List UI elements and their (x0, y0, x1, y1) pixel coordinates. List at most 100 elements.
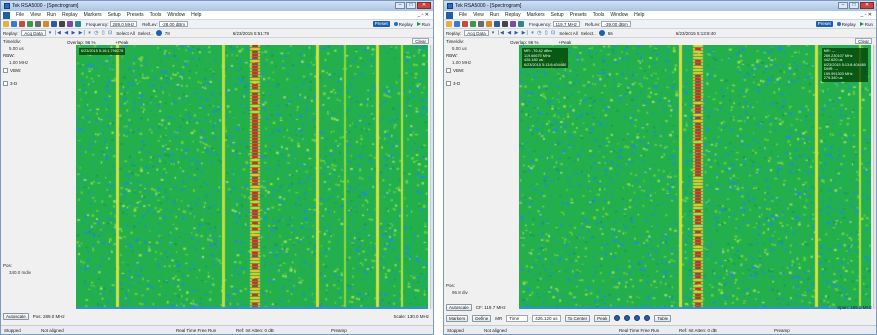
print-icon[interactable] (35, 21, 41, 27)
time-div-value[interactable]: 5.00 us (9, 46, 24, 51)
clear-button[interactable]: Clear (855, 38, 872, 44)
menu-help[interactable]: Help (634, 12, 645, 18)
frequency-input[interactable]: 119.7 MHz (552, 21, 580, 27)
replay-button[interactable]: Replay (836, 22, 856, 27)
undo-icon[interactable] (19, 21, 25, 27)
minimize-button[interactable]: – (395, 2, 405, 9)
marker-icon[interactable] (510, 21, 516, 27)
maximize-button[interactable]: □ (406, 2, 416, 9)
vbw-checkbox[interactable]: VBW: (3, 68, 69, 73)
menu-markers[interactable]: Markers (526, 12, 545, 18)
next-peak-icon[interactable] (624, 315, 631, 321)
doc-controls[interactable]: _ ▫ ✕ (860, 12, 872, 18)
define-button[interactable]: Define (472, 314, 492, 322)
menu-markers[interactable]: Markers (83, 12, 102, 18)
select-button[interactable]: Select.. (137, 30, 153, 36)
replay-button[interactable]: Replay (393, 22, 413, 27)
display-icon[interactable] (486, 21, 492, 27)
select-all-button[interactable]: Select All (559, 30, 578, 36)
settings-icon[interactable] (51, 21, 57, 27)
select-button[interactable]: Select.. (580, 30, 596, 36)
menu-replay[interactable]: Replay (62, 12, 78, 18)
acq-mode[interactable]: Real Time Free Run (176, 327, 217, 333)
run-button[interactable]: Run (416, 22, 430, 27)
rbw-value[interactable]: 1.00 MHz (452, 60, 472, 65)
reflev-input[interactable]: -39.00 dBm (601, 21, 631, 27)
trace-detector[interactable]: +Peak (115, 39, 129, 45)
time-div-value[interactable]: 5.00 us (452, 46, 467, 51)
table-button[interactable]: Table (654, 314, 672, 322)
open-icon[interactable] (3, 21, 9, 27)
trigger-icon[interactable] (75, 21, 81, 27)
text-icon[interactable] (59, 21, 65, 27)
trace-detector[interactable]: +Peak (558, 39, 572, 45)
acq-mode[interactable]: Real Time Free Run (619, 327, 660, 333)
reflev-input[interactable]: -28.00 dBm (158, 21, 189, 27)
display-icon[interactable] (43, 21, 49, 27)
redo-icon[interactable] (27, 21, 33, 27)
align-status[interactable]: Not aligned (41, 327, 64, 333)
settings-icon[interactable] (494, 21, 500, 27)
preset-button[interactable]: Preset (815, 21, 833, 27)
menu-run[interactable]: Run (489, 12, 499, 18)
info-icon[interactable] (598, 30, 605, 36)
minimize-button[interactable]: – (838, 2, 848, 9)
menu-run[interactable]: Run (46, 12, 56, 18)
freq-pos[interactable]: Pos: 289.0 MHz (32, 313, 65, 319)
autoscale-button[interactable]: Autoscale (446, 304, 472, 311)
close-button[interactable]: ✕ (860, 2, 874, 9)
replay-select[interactable]: Acq Data (21, 30, 46, 36)
ref-atten[interactable]: Ref: Int Atten: 0 dB (679, 327, 717, 333)
maximize-button[interactable]: □ (849, 2, 859, 9)
menu-view[interactable]: View (30, 12, 41, 18)
preamp-status[interactable]: Preamp (331, 327, 347, 333)
redo-icon[interactable] (470, 21, 476, 27)
center-freq[interactable]: CF: 119.7 MHz (475, 305, 506, 310)
align-status[interactable]: Not aligned (484, 327, 507, 333)
autoscale-button[interactable]: Autoscale (3, 312, 29, 320)
rbw-value[interactable]: 1.00 MHz (9, 60, 29, 65)
vbw-checkbox[interactable]: VBW: (446, 68, 512, 73)
pos-value[interactable]: 96.8 div (452, 290, 468, 295)
menu-setup[interactable]: Setup (107, 12, 121, 18)
spectrogram-canvas[interactable] (76, 45, 428, 309)
menu-replay[interactable]: Replay (505, 12, 521, 18)
menu-view[interactable]: View (473, 12, 484, 18)
3d-checkbox[interactable]: 3-D (3, 81, 69, 86)
select-all-button[interactable]: Select All (116, 30, 135, 36)
spectrogram-plot[interactable]: 6/23/2015 5:16:1.798278 (76, 45, 428, 309)
marker-icon[interactable] (67, 21, 73, 27)
scale-value[interactable]: Scale: 130.0 MHz (393, 313, 429, 319)
time-select[interactable]: Time (506, 314, 529, 322)
right-peak-icon[interactable] (644, 315, 651, 321)
menu-presets[interactable]: Presets (126, 12, 144, 18)
print-icon[interactable] (478, 21, 484, 27)
vertical-scrollbar[interactable] (430, 45, 433, 309)
menu-file[interactable]: File (459, 12, 468, 18)
replay-transport-controls[interactable]: ▾ |◀ ◀ ▶ ▶| ⏸ ◷ ▯ ⊡ (48, 30, 114, 36)
markers-button[interactable]: Markers (446, 314, 469, 322)
replay-transport-controls[interactable]: ▾ |◀ ◀ ▶ ▶| ⏸ ◷ ▯ ⊡ (491, 30, 557, 36)
ref-atten[interactable]: Ref: Int Atten: 0 dB (236, 327, 274, 333)
menu-help[interactable]: Help (191, 12, 202, 18)
spectrogram-canvas[interactable] (519, 45, 871, 309)
preamp-status[interactable]: Preamp (774, 327, 790, 333)
menu-window[interactable]: Window (610, 12, 629, 18)
run-button[interactable]: Run (859, 22, 873, 27)
pos-value[interactable]: 340.0 mdiv (9, 270, 32, 275)
vertical-scrollbar[interactable] (873, 45, 876, 309)
menu-file[interactable]: File (16, 12, 25, 18)
3d-checkbox[interactable]: 3-D (446, 81, 512, 86)
close-button[interactable]: ✕ (417, 2, 431, 9)
undo-icon[interactable] (462, 21, 468, 27)
clear-button[interactable]: Clear (412, 38, 429, 44)
save-icon[interactable] (454, 21, 460, 27)
menu-tools[interactable]: Tools (149, 12, 162, 18)
menu-tools[interactable]: Tools (592, 12, 605, 18)
text-icon[interactable] (502, 21, 508, 27)
open-icon[interactable] (446, 21, 452, 27)
left-peak-icon[interactable] (634, 315, 641, 321)
marker-select[interactable]: MR (495, 315, 503, 321)
span-value[interactable]: Span: 165.0 MHz (837, 305, 872, 310)
menu-window[interactable]: Window (167, 12, 186, 18)
